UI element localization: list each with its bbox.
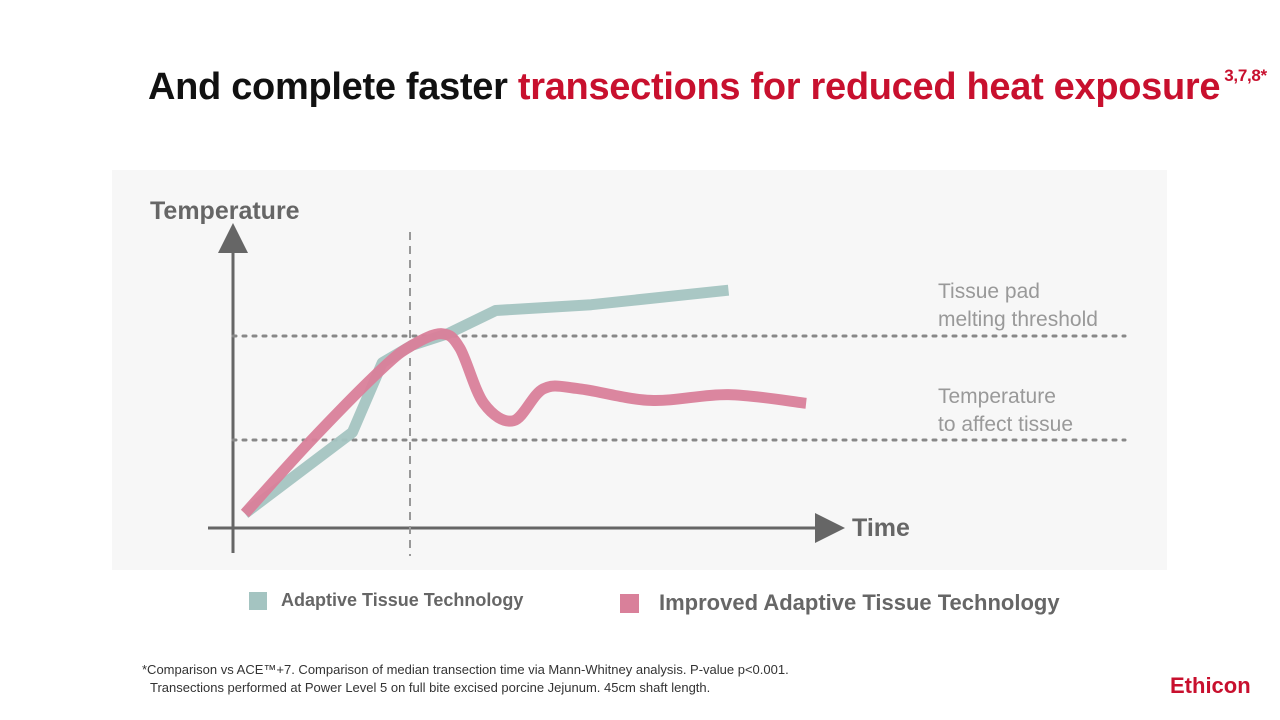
- footnote: *Comparison vs ACE™+7. Comparison of med…: [142, 661, 789, 697]
- ref-label-tissue-line1: Temperature: [938, 385, 1056, 408]
- y-axis-label: Temperature: [150, 197, 300, 225]
- title-plain: And complete faster: [148, 66, 518, 108]
- page-title: And complete faster transections for red…: [148, 66, 1267, 109]
- legend-item-adaptive: Adaptive Tissue Technology: [249, 590, 523, 611]
- chart-panel: [112, 170, 1167, 570]
- legend-item-improved: Improved Adaptive Tissue Technology: [620, 590, 1060, 616]
- ref-label-tissue-line2: to affect tissue: [938, 413, 1073, 436]
- title-references: 3,7,8*: [1224, 66, 1267, 86]
- legend-swatch-improved: [620, 593, 639, 613]
- legend-label-improved: Improved Adaptive Tissue Technology: [659, 590, 1060, 615]
- x-axis-label: Time: [852, 514, 910, 542]
- ref-label-melting-line2: melting threshold: [938, 308, 1098, 331]
- series-improved-line: [240, 328, 807, 518]
- ref-label-melting-line1: Tissue pad: [938, 280, 1040, 303]
- legend-label-adaptive: Adaptive Tissue Technology: [281, 590, 524, 610]
- title-highlight: transections for reduced heat exposure: [517, 66, 1221, 108]
- footnote-line1: *Comparison vs ACE™+7. Comparison of med…: [142, 662, 789, 677]
- ethicon-logo: Ethicon: [1170, 673, 1251, 698]
- legend-swatch-adaptive: [249, 591, 267, 610]
- footnote-line2: Transections performed at Power Level 5 …: [150, 680, 711, 695]
